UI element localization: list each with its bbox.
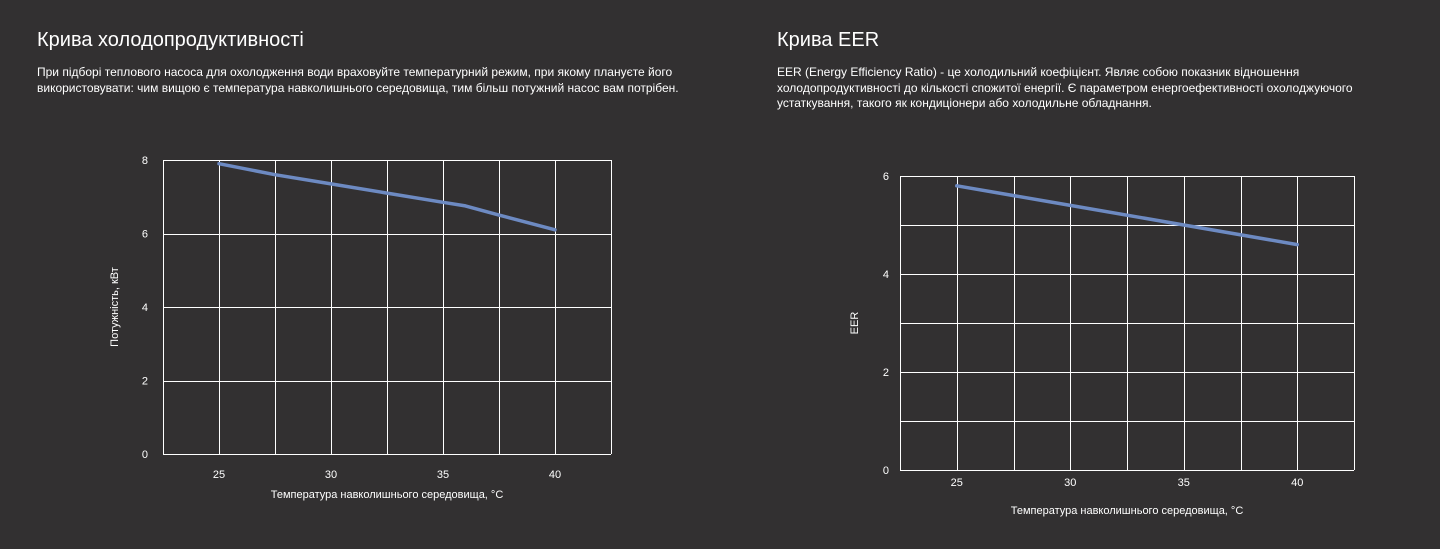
eer-series-line <box>955 184 1300 247</box>
capacity-y-tick-label: 8 <box>142 155 148 167</box>
capacity-y-tick-label: 2 <box>142 376 148 388</box>
eer-x-tick-label: 40 <box>1291 477 1303 489</box>
eer-x-axis-title: Температура навколишнього середовища, °С <box>1011 505 1244 517</box>
eer-x-tick-label: 35 <box>1178 477 1190 489</box>
eer-title: Крива EER <box>777 29 880 51</box>
capacity-y-tick-label: 4 <box>142 302 148 314</box>
eer-y-tick-label: 2 <box>883 367 889 379</box>
eer-y-tick-label: 0 <box>883 465 889 477</box>
cooling-capacity-description: При підборі теплового насоса для охолодж… <box>37 65 679 95</box>
capacity-series-line <box>217 161 557 232</box>
eer-description: EER (Energy Efficiency Ratio) - це холод… <box>777 65 1353 110</box>
capacity-x-tick-label: 40 <box>549 469 561 481</box>
capacity-x-tick-label: 25 <box>213 469 225 481</box>
capacity-x-tick-label: 30 <box>325 469 337 481</box>
capacity-y-axis-title: Потужність, кВт <box>109 267 121 347</box>
eer-panel: Крива EER EER (Energy Efficiency Ratio) … <box>777 0 1417 549</box>
capacity-y-tick-label: 6 <box>142 229 148 241</box>
eer-x-tick-label: 30 <box>1064 477 1076 489</box>
eer-x-tick-label: 25 <box>951 477 963 489</box>
eer-y-tick-label: 6 <box>883 171 889 183</box>
eer-y-axis-title: EER <box>849 312 861 335</box>
capacity-x-tick-label: 35 <box>437 469 449 481</box>
capacity-y-tick-label: 0 <box>142 449 148 461</box>
eer-y-tick-label: 4 <box>883 269 889 281</box>
capacity-chart: 25 30 35 40 0 2 4 6 8 Температура навколишнього с… <box>109 155 612 501</box>
capacity-x-axis-title: Температура навколишнього середовища, °С <box>271 489 504 501</box>
eer-chart: 25 30 35 40 0 2 4 6 Температура навколишнього се… <box>849 171 1355 517</box>
cooling-capacity-title: Крива холодопродуктивності <box>37 29 304 51</box>
cooling-capacity-panel: Крива холодопродуктивності При підборі т… <box>37 0 717 549</box>
